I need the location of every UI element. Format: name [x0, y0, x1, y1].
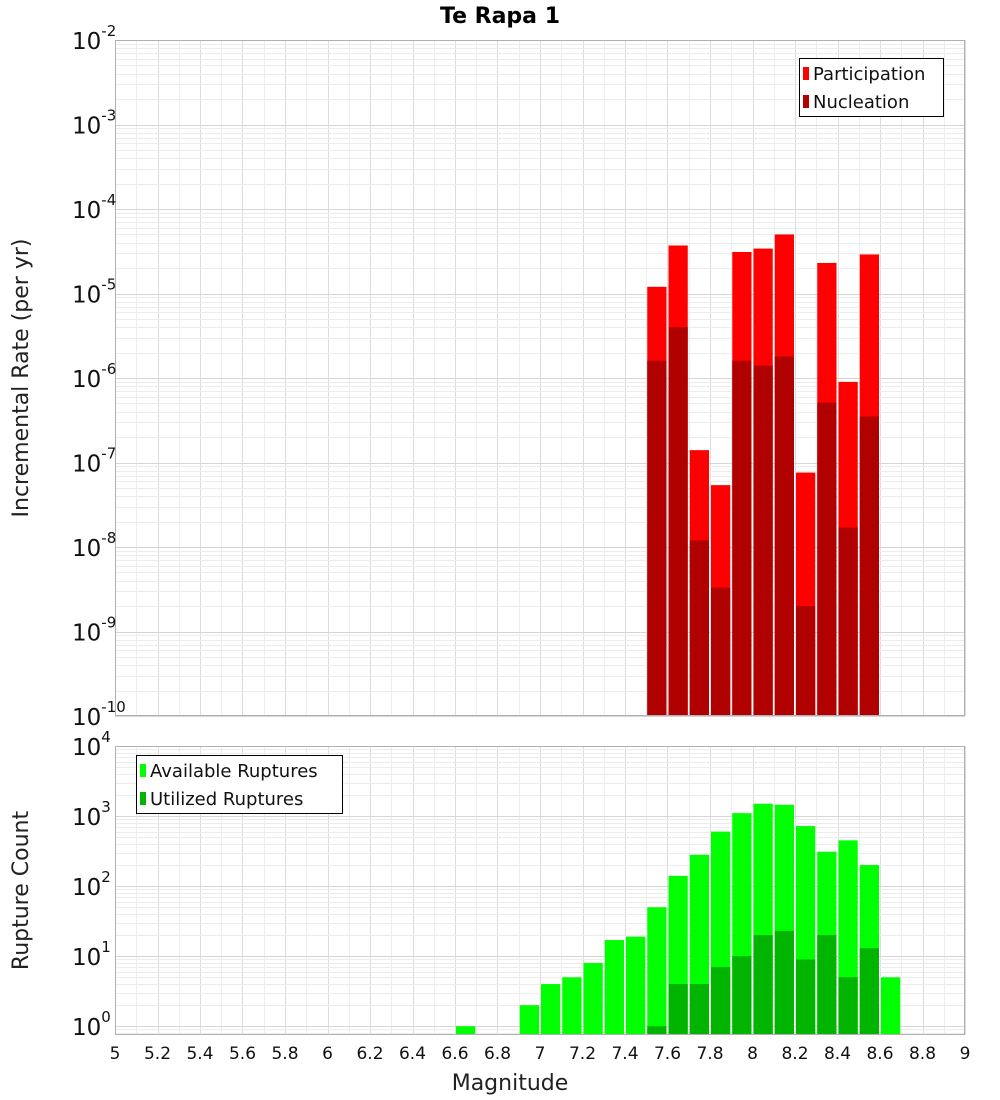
y-tick-label: 104 [72, 728, 111, 761]
legend-label: Nucleation [813, 92, 909, 113]
bar [774, 356, 794, 716]
x-tick-label: 5.2 [144, 1044, 171, 1064]
x-tick-label: 5.6 [229, 1044, 256, 1064]
count-panel: 100 101 102 103 104 Rupture Count [9, 728, 966, 1041]
legend-box [799, 58, 944, 117]
bar [668, 327, 688, 716]
bar [711, 587, 731, 716]
bar [859, 416, 879, 716]
x-tick-label: 5.8 [271, 1044, 298, 1064]
bar [647, 360, 667, 716]
legend-swatch [140, 792, 146, 805]
bar [817, 402, 837, 716]
legend-box [136, 755, 343, 814]
bar [838, 527, 858, 716]
x-tick-label: 6.8 [484, 1044, 511, 1064]
legend-count: Available Ruptures Utilized Ruptures [136, 755, 343, 814]
bar [541, 984, 561, 1035]
bar [626, 936, 646, 1035]
legend-label: Utilized Ruptures [150, 789, 303, 810]
y-tick-label: 10-4 [72, 191, 116, 224]
bar [753, 935, 773, 1035]
y-tick-label: 102 [72, 868, 111, 901]
bar [732, 956, 752, 1035]
bar [519, 1005, 539, 1035]
bar [647, 907, 667, 1035]
bar [817, 935, 837, 1035]
bar [647, 1026, 667, 1035]
x-tick-label: 6.6 [441, 1044, 468, 1064]
bar [796, 606, 816, 716]
legend-label: Available Ruptures [150, 761, 318, 782]
x-tick-label: 6.4 [399, 1044, 426, 1064]
plot-border [115, 746, 965, 1035]
x-tick-label: 8.8 [909, 1044, 936, 1064]
y-axis-label: Incremental Rate (per yr) [9, 239, 34, 518]
bar [583, 962, 603, 1035]
bar [711, 967, 731, 1035]
y-tick-label: 10-6 [72, 360, 116, 393]
y-axis-label: Rupture Count [9, 811, 34, 971]
bar [668, 984, 688, 1035]
legend-label: Participation [813, 64, 925, 85]
x-tick-label: 5.4 [186, 1044, 213, 1064]
y-tick-label: 101 [72, 938, 111, 971]
bar [753, 365, 773, 716]
x-tick-label: 5 [110, 1044, 121, 1064]
y-tick-label: 10-3 [72, 107, 116, 140]
y-tick-label: 10-10 [72, 698, 126, 731]
bar [604, 940, 624, 1035]
bar [689, 984, 709, 1035]
bar [859, 948, 879, 1035]
x-tick-label: 6 [322, 1044, 333, 1064]
bar [838, 977, 858, 1035]
series-secondary [647, 930, 879, 1035]
bar [774, 930, 794, 1035]
y-tick-label: 10-8 [72, 529, 116, 562]
bar [562, 977, 582, 1035]
bars [647, 234, 879, 717]
x-tick-label: 7.8 [696, 1044, 723, 1064]
x-tick-label: 8 [747, 1044, 758, 1064]
bar [881, 977, 901, 1035]
x-axis-label: Magnitude [452, 1071, 569, 1096]
y-tick-label: 10-7 [72, 445, 116, 478]
plot-border [115, 40, 965, 716]
bar [796, 959, 816, 1035]
y-tick-label: 10-2 [72, 22, 116, 55]
bar [732, 360, 752, 716]
y-tick-label: 103 [72, 798, 111, 831]
x-tick-label: 6.2 [356, 1044, 383, 1064]
x-tick-label: 8.6 [866, 1044, 893, 1064]
rate-panel: 10-10 10-9 10-8 10-7 10-6 10-5 10-4 10-3 10-2 Inc… [9, 22, 966, 731]
bar [689, 540, 709, 716]
bar [456, 1026, 476, 1035]
legend-rate: Participation Nucleation [799, 58, 944, 117]
chart-title: Te Rapa 1 [440, 4, 560, 29]
x-tick-label: 8.4 [824, 1044, 851, 1064]
legend-swatch [803, 67, 809, 80]
x-tick-label: 7.2 [569, 1044, 596, 1064]
x-tick-label: 9 [960, 1044, 971, 1064]
legend-swatch [803, 95, 809, 108]
x-tick-label: 8.2 [781, 1044, 808, 1064]
legend-swatch [140, 764, 146, 777]
x-tick-label: 7 [535, 1044, 546, 1064]
y-tick-label: 10-5 [72, 276, 116, 309]
y-tick-label: 100 [72, 1008, 111, 1041]
bars [456, 803, 901, 1035]
x-tick-label: 7.6 [654, 1044, 681, 1064]
series-secondary [647, 327, 879, 716]
y-tick-label: 10-9 [72, 614, 116, 647]
x-tick-label: 7.4 [611, 1044, 638, 1064]
